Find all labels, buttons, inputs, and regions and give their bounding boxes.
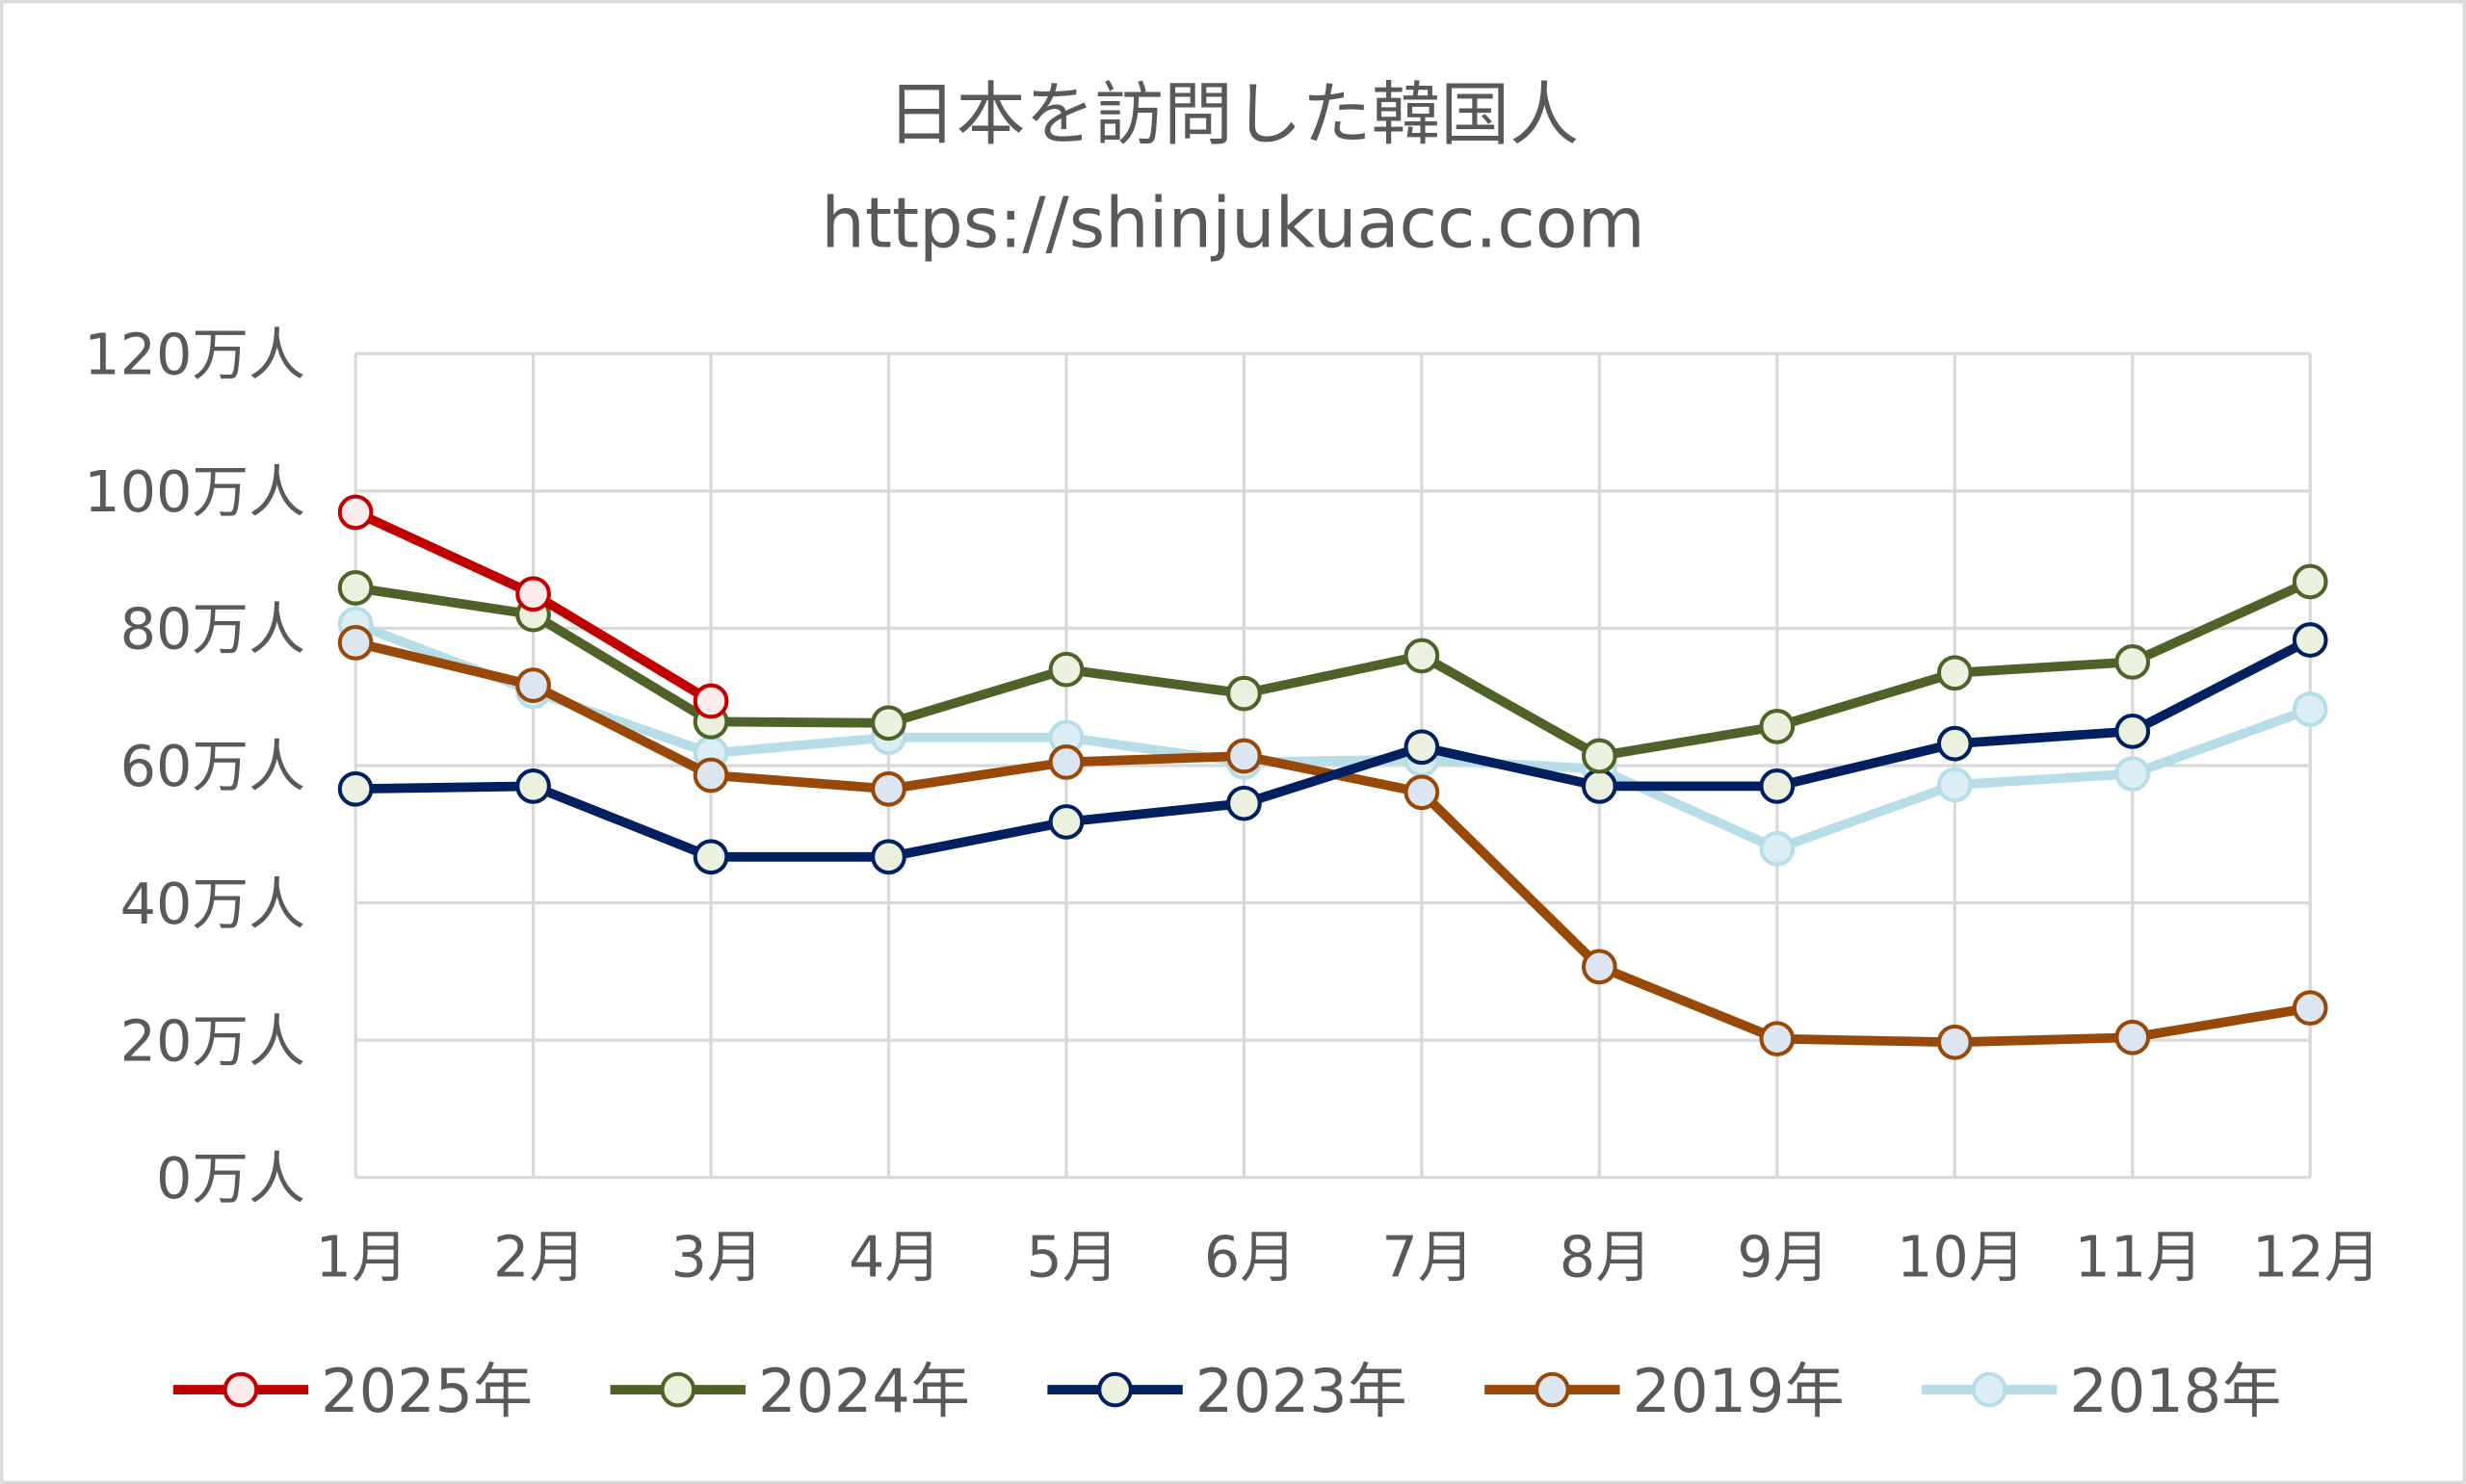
- x-tick-label: 10月: [1897, 1224, 2026, 1290]
- data-point: [1759, 1021, 1796, 1057]
- x-tick-label: 9月: [1737, 1224, 1829, 1290]
- data-point: [337, 494, 374, 531]
- data-point: [2114, 643, 2151, 680]
- legend-label: 2018年: [2069, 1356, 2281, 1426]
- data-point: [337, 770, 374, 807]
- x-tick-label: 7月: [1381, 1224, 1474, 1290]
- data-point: [515, 667, 551, 703]
- data-point: [1048, 744, 1085, 780]
- data-point: [2292, 563, 2328, 600]
- data-point: [1936, 1024, 1973, 1060]
- y-tick-label: 40万人: [120, 871, 305, 937]
- series-line: [354, 577, 2313, 761]
- legend-label: 2024年: [758, 1356, 970, 1426]
- legend-marker: [1535, 1371, 1570, 1408]
- y-tick-label: 0万人: [156, 1145, 305, 1211]
- legend-label: 2025年: [321, 1356, 533, 1426]
- legend-item: 2018年: [1921, 1356, 2281, 1426]
- data-point: [2292, 691, 2328, 727]
- x-tick-label: 8月: [1560, 1224, 1652, 1290]
- data-point: [515, 576, 551, 612]
- x-axis-ticks: 1月 2月 3月 4月 5月 6月 7月 8月 9月 10月 11月 12月: [316, 1224, 2381, 1290]
- data-point: [1581, 738, 1617, 774]
- x-tick-label: 5月: [1026, 1224, 1118, 1290]
- data-point: [871, 770, 906, 807]
- data-point: [1048, 804, 1085, 840]
- series-2019年: [337, 625, 2328, 1060]
- data-point: [1936, 655, 1973, 691]
- data-point: [1226, 785, 1262, 821]
- y-tick-label: 80万人: [120, 596, 305, 663]
- legend-marker: [223, 1371, 259, 1408]
- data-point: [1404, 638, 1440, 674]
- legend-marker: [1971, 1371, 2007, 1408]
- x-tick-label: 12月: [2252, 1224, 2381, 1290]
- data-point: [2114, 1019, 2151, 1055]
- legend-marker: [1097, 1371, 1133, 1408]
- data-point: [871, 705, 906, 742]
- data-point: [1226, 675, 1262, 712]
- series-line: [355, 636, 2313, 862]
- series-line: [354, 619, 2312, 854]
- series-2024年: [337, 563, 2328, 774]
- data-point: [1759, 768, 1796, 804]
- data-point: [2292, 622, 2328, 658]
- data-point: [1759, 830, 1796, 867]
- x-tick-label: 6月: [1204, 1224, 1297, 1290]
- data-point: [1581, 949, 1617, 985]
- y-tick-label: 100万人: [84, 458, 305, 525]
- legend-item: 2025年: [172, 1356, 533, 1426]
- y-tick-label: 20万人: [120, 1007, 305, 1074]
- x-tick-label: 2月: [493, 1224, 586, 1290]
- legend-item: 2024年: [610, 1356, 970, 1426]
- data-point: [1048, 651, 1085, 688]
- data-point: [1226, 738, 1262, 774]
- data-point: [1404, 774, 1440, 811]
- data-point: [1759, 708, 1796, 744]
- data-point: [515, 768, 551, 804]
- data-point: [693, 757, 729, 794]
- data-point: [2292, 990, 2328, 1026]
- data-point: [337, 570, 374, 606]
- data-point: [1936, 725, 1973, 762]
- legend-item: 2019年: [1484, 1356, 1844, 1426]
- chart-title: 日本を訪問した韓国人: [887, 74, 1579, 155]
- x-tick-label: 11月: [2075, 1224, 2204, 1290]
- legend-marker: [660, 1371, 696, 1408]
- series-2025年: [337, 494, 729, 719]
- legend: 2025年 2024年 2023年 2019年 2018年: [172, 1356, 2281, 1426]
- data-point: [871, 839, 906, 875]
- data-point: [337, 625, 374, 661]
- data-point: [693, 683, 729, 719]
- legend-item: 2023年: [1047, 1356, 1407, 1426]
- data-point: [2114, 713, 2151, 749]
- data-point: [2114, 756, 2151, 792]
- data-point: [1581, 768, 1617, 804]
- data-point: [1936, 767, 1973, 803]
- chart-subtitle: https://shinjukuacc.com: [821, 182, 1644, 263]
- y-tick-label: 60万人: [120, 733, 305, 799]
- data-point: [1404, 729, 1440, 766]
- series-2023年: [337, 622, 2328, 875]
- y-tick-label: 120万人: [84, 322, 305, 388]
- data-point: [693, 839, 729, 875]
- legend-label: 2019年: [1633, 1356, 1845, 1426]
- y-axis-ticks: 0万人 20万人 40万人 60万人 80万人 100万人 120万人: [84, 322, 305, 1211]
- x-tick-label: 1月: [316, 1224, 408, 1290]
- x-tick-label: 3月: [670, 1224, 763, 1290]
- x-tick-label: 4月: [849, 1224, 941, 1290]
- series-group: [337, 494, 2328, 1060]
- legend-label: 2023年: [1195, 1356, 1407, 1426]
